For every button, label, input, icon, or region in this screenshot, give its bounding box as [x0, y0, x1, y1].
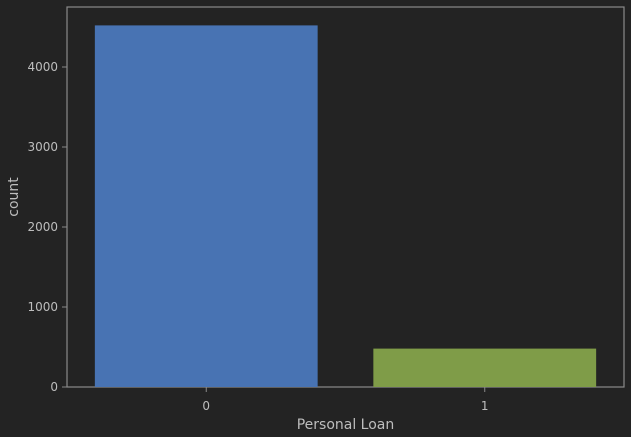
- x-axis-label: Personal Loan: [297, 417, 395, 433]
- bar-0: [94, 25, 318, 388]
- y-axis: 0 1000 2000 3000 4000: [27, 60, 67, 394]
- plot-area: [66, 6, 625, 388]
- x-tick-label: 1: [481, 399, 489, 413]
- bar-1: [373, 348, 597, 387]
- x-tick-label: 0: [202, 399, 210, 413]
- y-tick-label: 1000: [27, 300, 58, 314]
- y-tick-label: 0: [50, 380, 58, 394]
- y-axis-label: count: [6, 177, 22, 217]
- y-tick-label: 2000: [27, 220, 58, 234]
- y-tick-label: 3000: [27, 140, 58, 154]
- y-tick-label: 4000: [27, 60, 58, 74]
- bars-group: [94, 25, 597, 388]
